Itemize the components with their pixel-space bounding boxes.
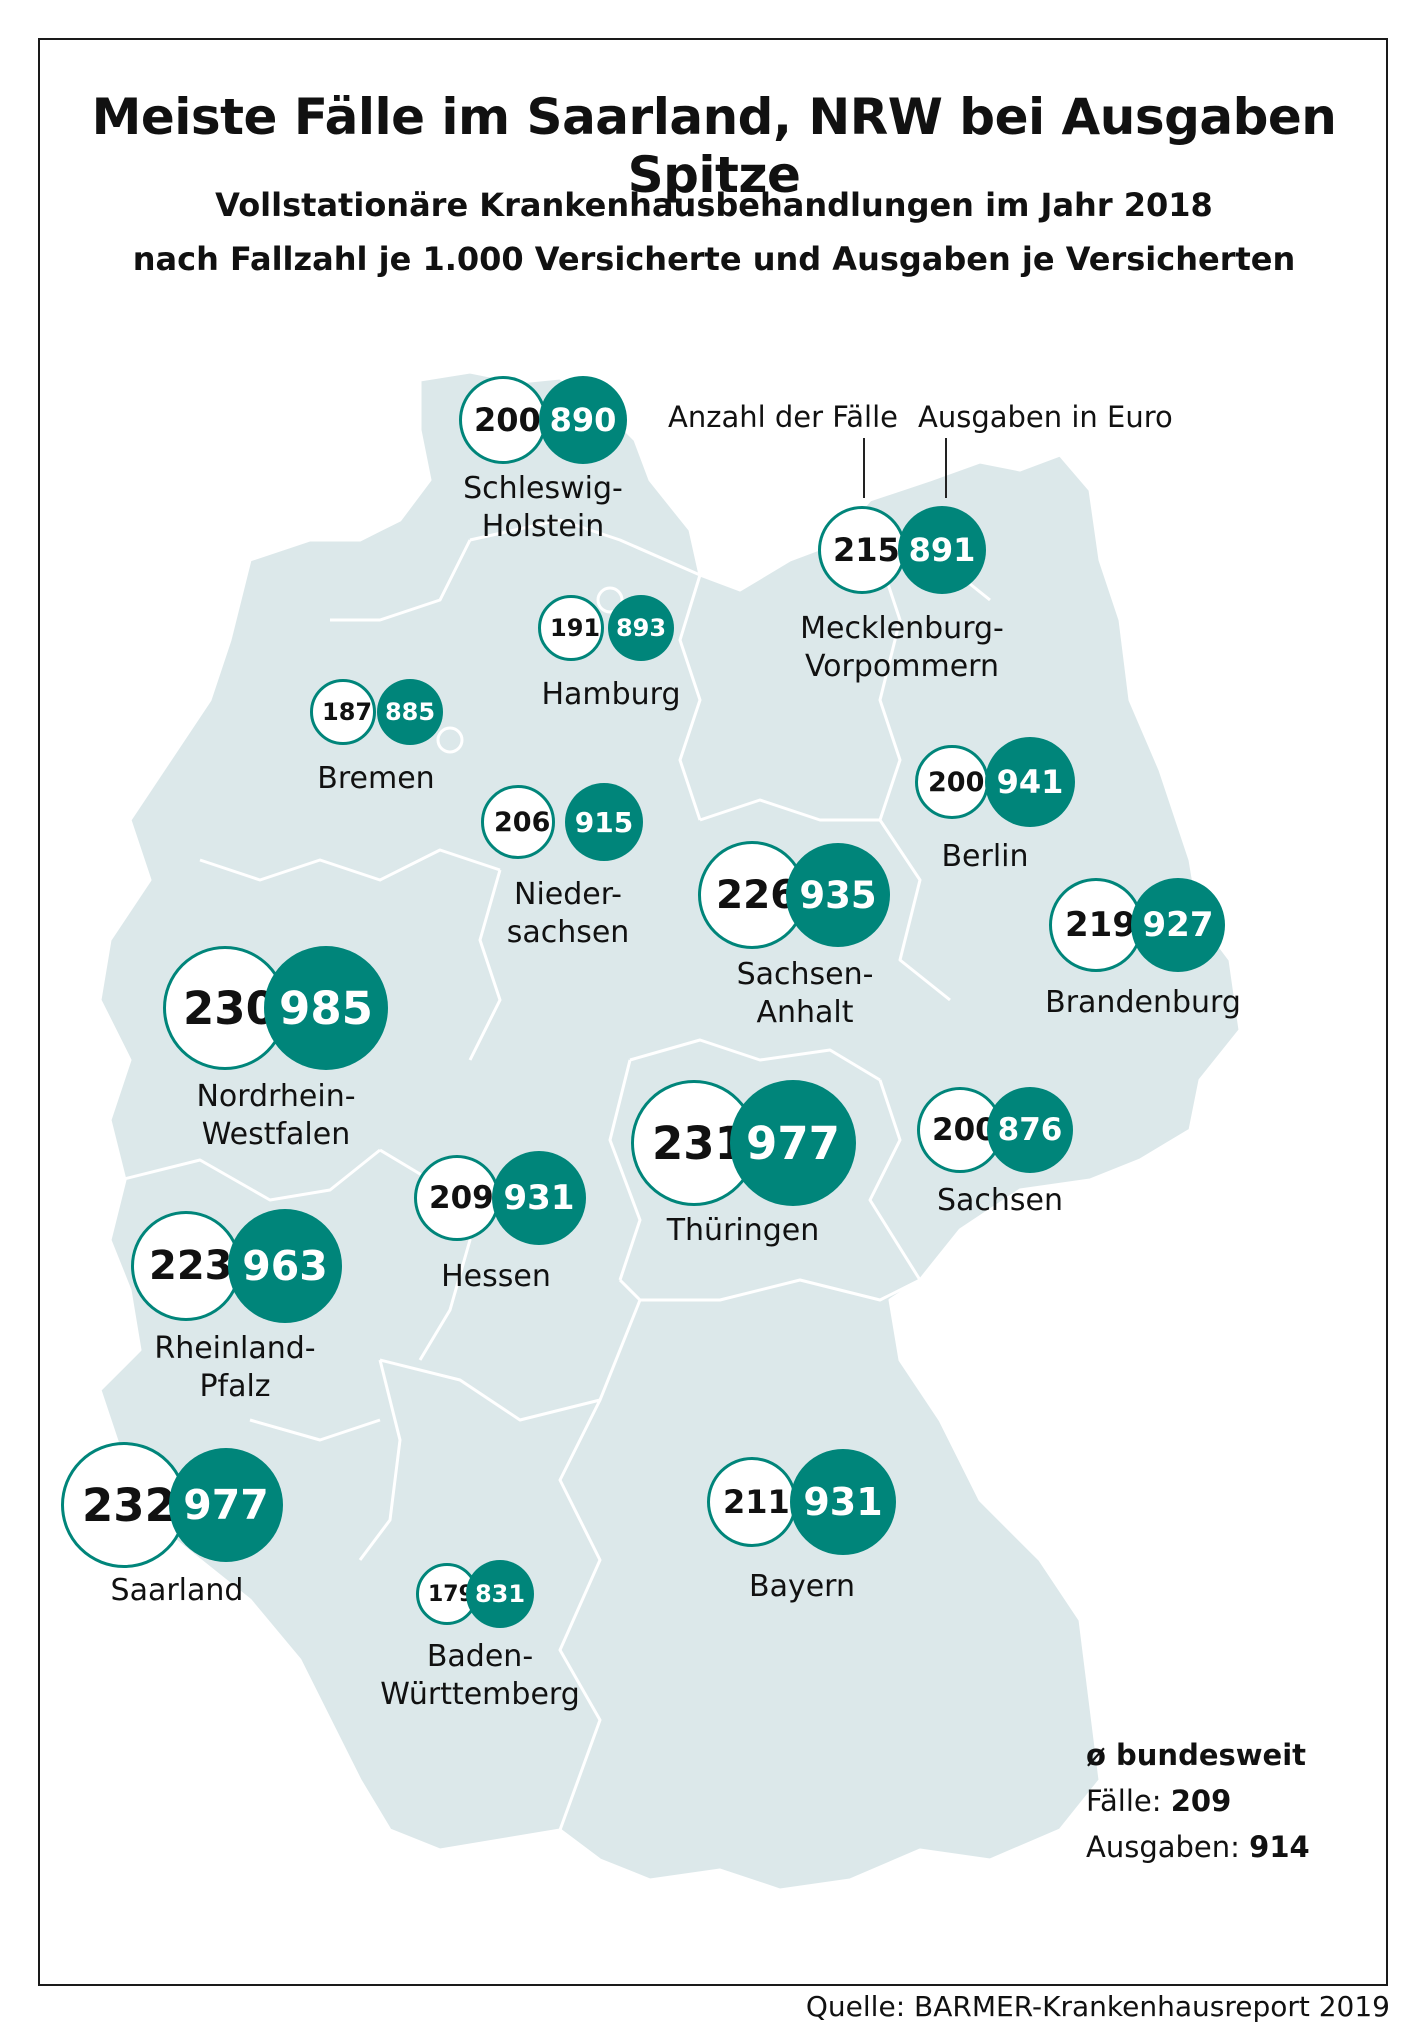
cost-circle: 931 <box>790 1449 896 1555</box>
state-name-line: Rheinland- <box>154 1331 316 1366</box>
state-name-line: Hamburg <box>541 677 681 712</box>
state-name: Sachsen <box>820 1182 1180 1220</box>
state-name-line: Holstein <box>481 509 605 544</box>
state-name: Bremen <box>196 760 556 798</box>
state-name-line: Mecklenburg- <box>800 611 1004 646</box>
state-name: Berlin <box>805 838 1165 876</box>
cases-circle: 215 <box>818 506 906 594</box>
state-name-line: sachsen <box>506 915 630 950</box>
state-name: Sachsen- Anhalt <box>625 956 985 1032</box>
state-name: Saarland <box>0 1572 357 1610</box>
cost-circle: 985 <box>264 946 388 1070</box>
state-name-line: Westfalen <box>201 1117 351 1152</box>
cost-circle: 977 <box>169 1448 283 1562</box>
cost-circle: 876 <box>987 1087 1073 1173</box>
state-name: Thüringen <box>563 1212 923 1250</box>
cost-circle: 941 <box>985 737 1075 827</box>
state-name-line: Pfalz <box>199 1369 271 1404</box>
state-name: Baden- Württemberg <box>300 1638 660 1714</box>
state-name-line: Nieder- <box>514 877 622 912</box>
cost-circle: 935 <box>786 843 890 947</box>
state-name: Schleswig- Holstein <box>363 470 723 546</box>
cases-circle: 232 <box>61 1442 187 1568</box>
state-name-line: Baden- <box>426 1639 534 1674</box>
cost-circle: 893 <box>608 595 674 661</box>
state-name-line: Saarland <box>110 1573 244 1608</box>
legend-cost-label: Ausgaben in Euro <box>918 400 1173 434</box>
cases-circle: 219 <box>1049 878 1143 972</box>
legend-cases-label: Anzahl der Fälle <box>668 400 899 434</box>
page-title: Meiste Fälle im Saarland, NRW bei Ausgab… <box>91 88 1337 204</box>
cases-circle: 211 <box>707 1457 797 1547</box>
state-name: Rheinland- Pfalz <box>55 1330 415 1406</box>
cost-circle: 977 <box>730 1080 856 1206</box>
cost-circle: 885 <box>377 679 443 745</box>
cost-circle: 927 <box>1131 878 1225 972</box>
average-heading: ø bundesweit <box>1086 1738 1307 1772</box>
state-name-line: Bremen <box>317 761 435 796</box>
cases-circle: 200 <box>915 745 989 819</box>
state-name-line: Hessen <box>441 1259 551 1294</box>
cost-circle: 915 <box>565 783 643 861</box>
source-note: Quelle: BARMER-Krankenhausreport 2019 <box>805 1990 1390 2023</box>
state-name-line: Nordrhein- <box>196 1079 356 1114</box>
subtitle-line-2: nach Fallzahl je 1.000 Versicherte und A… <box>132 240 1296 278</box>
state-name-line: Vorpommern <box>804 649 999 684</box>
state-name: Nordrhein- Westfalen <box>96 1078 456 1154</box>
state-name-line: Brandenburg <box>1045 985 1241 1020</box>
state-name-line: Thüringen <box>666 1213 820 1248</box>
cases-circle: 226 <box>698 841 806 949</box>
state-name-line: Anhalt <box>756 995 854 1030</box>
state-name: Brandenburg <box>963 984 1323 1022</box>
state-name: Hessen <box>316 1258 676 1296</box>
cases-circle: 187 <box>310 679 376 745</box>
state-name-line: Sachsen- <box>736 957 874 992</box>
cases-circle: 191 <box>538 595 604 661</box>
cost-circle: 931 <box>492 1151 586 1245</box>
cost-circle: 963 <box>228 1209 342 1323</box>
state-name-line: Sachsen <box>936 1183 1064 1218</box>
cost-circle: 831 <box>466 1560 534 1628</box>
state-name: Nieder-sachsen <box>388 876 748 952</box>
average-cost: Ausgaben: 914 <box>1086 1830 1310 1864</box>
cost-circle: 891 <box>898 506 986 594</box>
average-cases: Fälle: 209 <box>1086 1784 1232 1818</box>
bremen-area <box>436 726 464 754</box>
infographic-frame <box>38 38 1388 1986</box>
state-name-line: Bayern <box>749 1569 855 1604</box>
state-name: Mecklenburg- Vorpommern <box>722 610 1082 686</box>
cases-circle: 223 <box>131 1211 241 1321</box>
cases-circle: 209 <box>414 1155 500 1241</box>
cases-circle: 200 <box>459 376 547 464</box>
cases-circle: 206 <box>481 785 555 859</box>
national-average: ø bundesweit Fälle: 209 Ausgaben: 914 <box>1086 1732 1310 1870</box>
state-name-line: Berlin <box>941 839 1029 874</box>
cost-circle: 890 <box>539 376 627 464</box>
subtitle-line-1: Vollstationäre Krankenhausbehandlungen i… <box>215 186 1213 224</box>
state-name: Hamburg <box>431 676 791 714</box>
state-name: Bayern <box>622 1568 982 1606</box>
legend-pointers <box>863 438 947 498</box>
cases-circle: 200 <box>917 1087 1003 1173</box>
state-name-line: Schleswig- <box>463 471 623 506</box>
state-name-line: Württemberg <box>380 1677 580 1712</box>
